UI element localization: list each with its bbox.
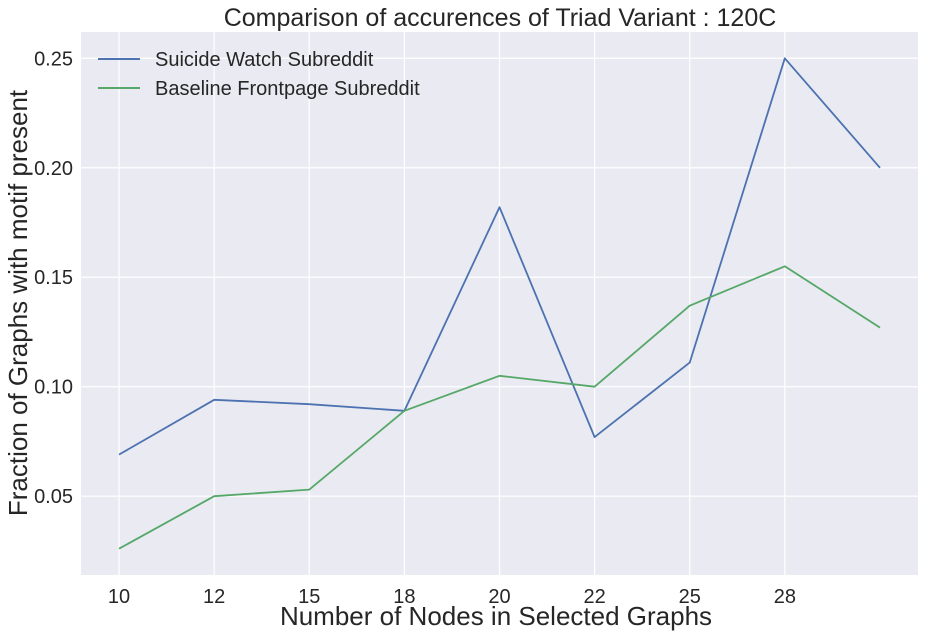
series-line-1 (118, 57, 881, 456)
grid (81, 32, 918, 575)
x-tick-label: 12 (203, 586, 225, 608)
legend-label: Baseline Frontpage Subreddit (155, 78, 420, 100)
y-axis-ticks: 0.05 0.10 0.15 0.20 0.25 (34, 48, 73, 508)
x-tick-label: 15 (298, 586, 320, 608)
series-lines (118, 57, 881, 550)
y-tick-label: 0.10 (34, 377, 73, 399)
x-tick-label: 28 (774, 586, 796, 608)
legend-label: Suicide Watch Subreddit (155, 49, 374, 71)
x-axis-ticks: 10 12 15 18 20 22 25 28 (108, 586, 796, 608)
x-axis-label: Number of Nodes in Selected Graphs (280, 601, 712, 631)
chart-title: Comparison of accurences of Triad Varian… (224, 4, 777, 32)
x-tick-label: 20 (488, 586, 510, 608)
y-tick-label: 0.15 (34, 267, 73, 289)
x-tick-label: 18 (393, 586, 415, 608)
x-tick-label: 25 (679, 586, 701, 608)
y-tick-label: 0.25 (34, 48, 73, 70)
legend: Suicide Watch Subreddit Baseline Frontpag… (98, 49, 420, 100)
x-tick-label: 10 (108, 586, 130, 608)
x-tick-label: 22 (583, 586, 605, 608)
y-tick-label: 0.05 (34, 486, 73, 508)
series-line-2 (118, 265, 881, 550)
y-axis-label: Fraction of Graphs with motif present (3, 89, 33, 516)
y-tick-label: 0.20 (34, 158, 73, 180)
